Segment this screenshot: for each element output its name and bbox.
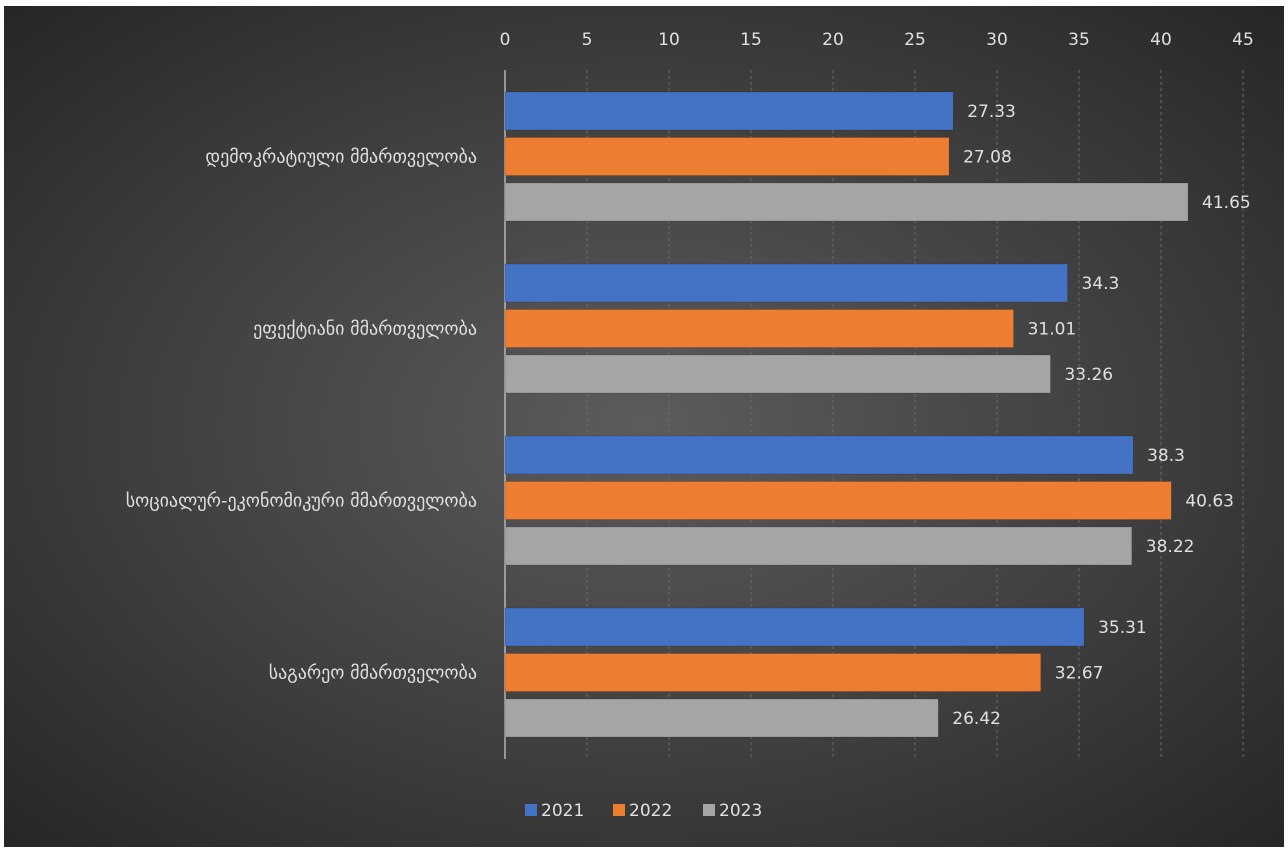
x-tick-label: 10	[658, 30, 680, 50]
data-labels: 27.33 27.08 41.65 34.3 31.01 33.26 38.3 40.63 38…	[952, 102, 1250, 729]
bar-2023	[504, 354, 1051, 394]
bar-2023	[504, 698, 939, 738]
category-label: ეფექტიანი მმართველობა	[253, 319, 477, 340]
legend-swatch-2023	[703, 804, 715, 816]
x-tick-label: 30	[986, 30, 1008, 50]
data-label: 27.08	[963, 148, 1012, 168]
bars	[504, 91, 1189, 738]
x-tick-label: 15	[740, 30, 762, 50]
legend-label-2021: 2021	[541, 801, 584, 821]
x-tick-label: 5	[582, 30, 593, 50]
data-label: 38.22	[1146, 537, 1195, 557]
data-label: 33.26	[1064, 365, 1113, 385]
data-label: 34.3	[1082, 274, 1120, 294]
legend-swatch-2022	[613, 804, 625, 816]
bar-2021	[504, 435, 1134, 475]
bar-2021	[504, 607, 1085, 647]
category-label: საგარეო მმართველობა	[269, 663, 477, 684]
legend: 2021 2022 2023	[525, 801, 762, 821]
x-tick-label: 0	[500, 30, 511, 50]
bar-2022	[504, 309, 1014, 348]
bar-2022	[504, 481, 1172, 520]
chart-area: 0 5 10 15 20 25 30 35 40 45 დემოკრატიული მმართველ…	[4, 6, 1284, 847]
legend-swatch-2021	[525, 804, 537, 816]
data-label: 32.67	[1055, 664, 1104, 684]
bar-2022	[504, 653, 1042, 692]
x-tick-label: 35	[1068, 30, 1090, 50]
x-tick-label: 45	[1232, 30, 1254, 50]
category-labels: დემოკრატიული მმართველობა ეფექტიანი მმართვ…	[126, 147, 477, 684]
data-label: 27.33	[967, 102, 1016, 122]
bar-2023	[504, 526, 1133, 566]
data-label: 40.63	[1185, 492, 1234, 512]
bar-2022	[504, 137, 950, 176]
data-label: 31.01	[1028, 320, 1077, 340]
bar-chart: 0 5 10 15 20 25 30 35 40 45 დემოკრატიული მმართველ…	[126, 30, 1254, 821]
data-label: 41.65	[1202, 193, 1251, 213]
bar-2021	[504, 263, 1068, 303]
data-label: 26.42	[952, 709, 1001, 729]
x-tick-label: 25	[904, 30, 926, 50]
legend-label-2023: 2023	[719, 801, 762, 821]
legend-label-2022: 2022	[629, 801, 672, 821]
x-tick-label: 20	[822, 30, 844, 50]
data-label: 38.3	[1147, 446, 1185, 466]
bar-2023	[504, 182, 1189, 222]
category-label: დემოკრატიული მმართველობა	[205, 147, 477, 168]
x-tick-label: 40	[1150, 30, 1172, 50]
x-axis-ticks: 0 5 10 15 20 25 30 35 40 45	[500, 30, 1254, 50]
category-label: სოციალურ-ეკონომიკური მმართველობა	[126, 491, 477, 512]
data-label: 35.31	[1098, 618, 1147, 638]
bar-2021	[504, 91, 954, 131]
